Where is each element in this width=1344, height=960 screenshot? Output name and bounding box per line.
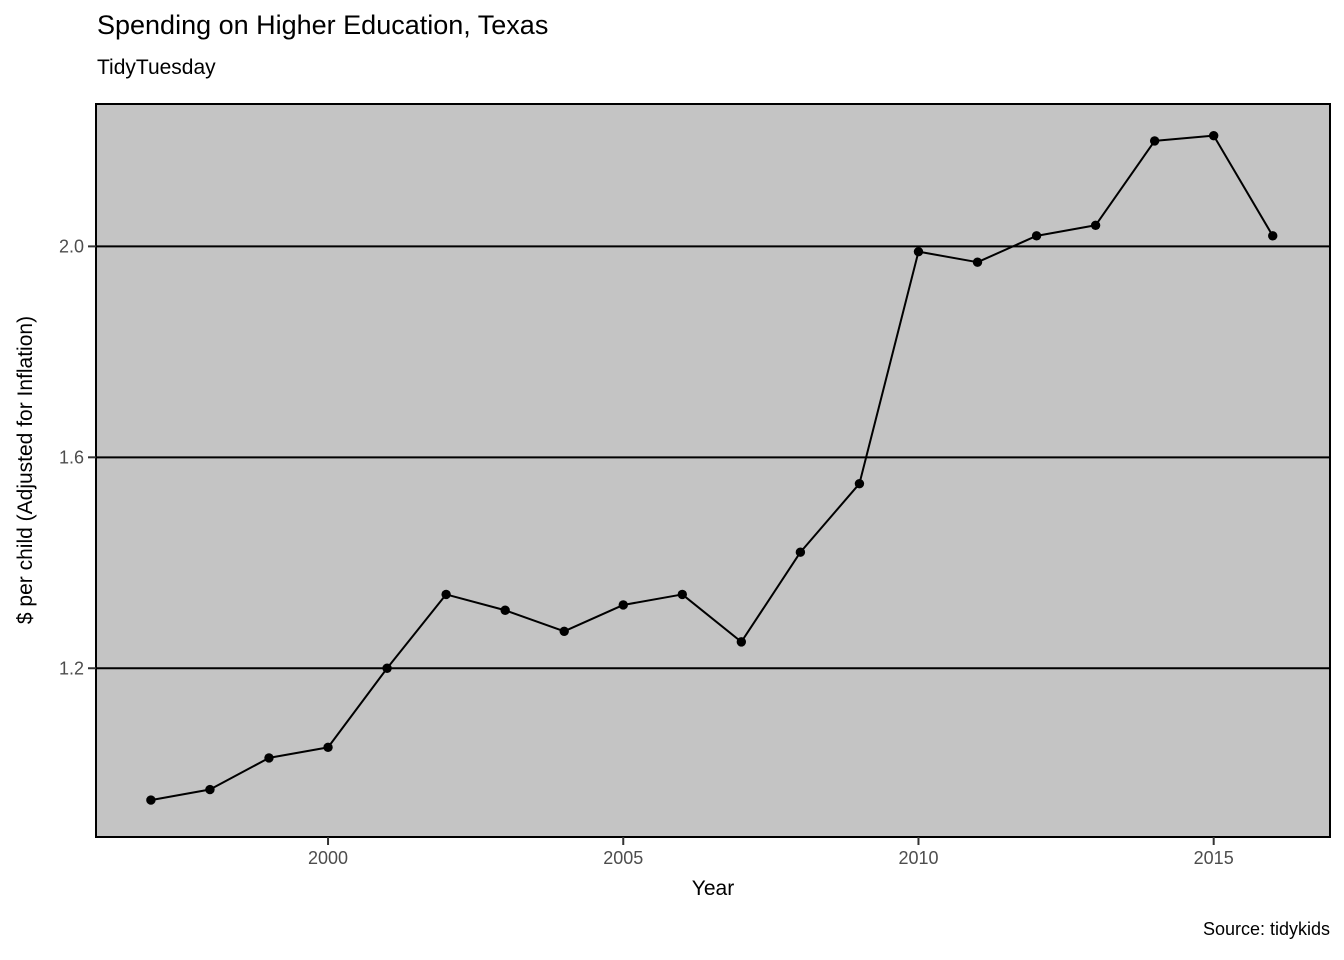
chart-subtitle: TidyTuesday <box>97 56 216 79</box>
data-point <box>736 637 747 647</box>
data-point <box>323 742 333 753</box>
x-tick-label: 2005 <box>603 848 643 868</box>
data-point <box>1268 231 1278 241</box>
data-point <box>1208 130 1219 141</box>
chart-caption: Source: tidykids <box>1202 919 1330 939</box>
data-point <box>972 257 983 267</box>
data-point <box>500 605 510 615</box>
data-point <box>618 600 628 610</box>
data-point <box>559 626 569 637</box>
y-tick-label: 1.6 <box>59 447 84 467</box>
data-line <box>150 134 1274 802</box>
data-point <box>441 589 451 600</box>
panel-background <box>96 104 1330 837</box>
x-tick-label: 2015 <box>1194 848 1234 868</box>
data-point <box>205 784 215 795</box>
data-point <box>1090 220 1101 230</box>
x-tick-label: 2010 <box>898 848 938 868</box>
y-tick-label: 1.2 <box>59 658 84 678</box>
y-axis-title: $ per child (Adjusted for Inflation) <box>14 315 37 625</box>
data-point <box>1031 231 1042 241</box>
data-point <box>854 478 865 489</box>
data-point <box>264 753 274 763</box>
x-axis-title: Year <box>691 877 735 900</box>
data-point <box>913 246 924 257</box>
data-point <box>382 663 392 673</box>
chart-title: Spending on Higher Education, Texas <box>97 10 549 40</box>
data-point <box>1149 136 1160 146</box>
y-tick-label: 2.0 <box>59 236 84 256</box>
panel-border <box>95 103 1331 838</box>
data-point <box>146 795 156 805</box>
data-point <box>795 547 806 557</box>
x-tick-label: 2000 <box>308 848 348 868</box>
data-point <box>677 589 687 600</box>
